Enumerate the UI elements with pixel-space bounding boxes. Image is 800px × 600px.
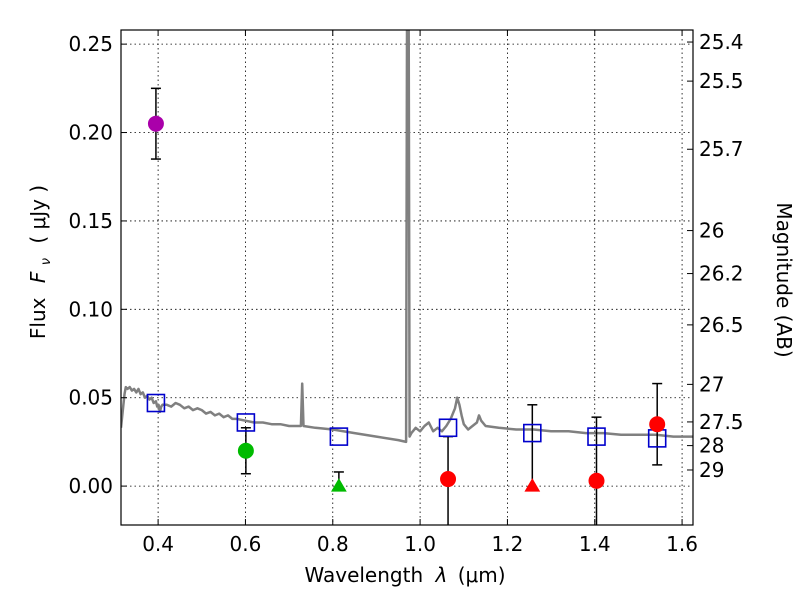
photometry-point bbox=[588, 472, 605, 489]
template-spectrum-layer bbox=[121, 30, 693, 444]
photometry-upper-limit bbox=[331, 478, 347, 492]
y-axis-label: Flux F ν ( μJy ) bbox=[26, 185, 55, 339]
y-tick-label: 0.00 bbox=[68, 474, 113, 498]
y-tick-label: 0.25 bbox=[68, 32, 113, 56]
y2-tick-label: 25.4 bbox=[699, 30, 744, 54]
photometry-points-layer bbox=[147, 115, 666, 492]
y-tick-label: 0.15 bbox=[68, 209, 113, 233]
photometry-point bbox=[649, 416, 666, 433]
y2-tick-label: 29 bbox=[699, 458, 724, 482]
photometry-point bbox=[237, 442, 254, 459]
x-tick-label: 1.2 bbox=[492, 532, 524, 556]
y2-axis-label: Magnitude (AB) bbox=[772, 202, 796, 357]
model-flux-box bbox=[146, 393, 166, 413]
photometry-point bbox=[147, 115, 164, 132]
x-tick-label: 1.6 bbox=[666, 532, 698, 556]
y2-tick-label: 26 bbox=[699, 219, 724, 243]
model-flux-box bbox=[587, 427, 606, 446]
y2-tick-label: 27 bbox=[699, 372, 724, 396]
x-axis-ticks: 0.4 0.6 0.8 1.0 1.2 1.4 1.6 bbox=[142, 30, 698, 556]
y2-tick-label: 25.7 bbox=[699, 137, 744, 161]
photometry-upper-limit bbox=[524, 478, 541, 492]
template-spectrum-line bbox=[121, 30, 693, 444]
model-flux-box bbox=[329, 427, 349, 446]
x-axis-label: Wavelength λ (μm) bbox=[304, 563, 505, 587]
y-tick-label: 0.20 bbox=[68, 121, 113, 145]
plot-frame bbox=[120, 29, 694, 526]
model-flux-box bbox=[523, 423, 542, 443]
x-tick-label: 0.8 bbox=[317, 532, 349, 556]
x-tick-label: 0.6 bbox=[230, 532, 262, 556]
y-tick-label: 0.05 bbox=[68, 386, 113, 410]
y2-tick-label: 27.5 bbox=[699, 410, 744, 434]
y2-tick-label: 28 bbox=[699, 434, 724, 458]
model-flux-box bbox=[236, 413, 256, 432]
y2-tick-label: 25.5 bbox=[699, 69, 744, 93]
y2-tick-label: 26.5 bbox=[699, 313, 744, 337]
y2-tick-label: 26.2 bbox=[699, 262, 744, 286]
x-tick-label: 1.0 bbox=[404, 532, 436, 556]
grid-lines bbox=[121, 30, 693, 525]
x-tick-label: 1.4 bbox=[579, 532, 611, 556]
model-flux-box bbox=[438, 418, 458, 438]
y-tick-label: 0.10 bbox=[68, 297, 113, 321]
y-axis-ticks: 0.00 0.05 0.10 0.15 0.20 0.25 bbox=[68, 32, 127, 498]
x-tick-label: 0.4 bbox=[142, 532, 174, 556]
photometry-point bbox=[440, 471, 457, 488]
